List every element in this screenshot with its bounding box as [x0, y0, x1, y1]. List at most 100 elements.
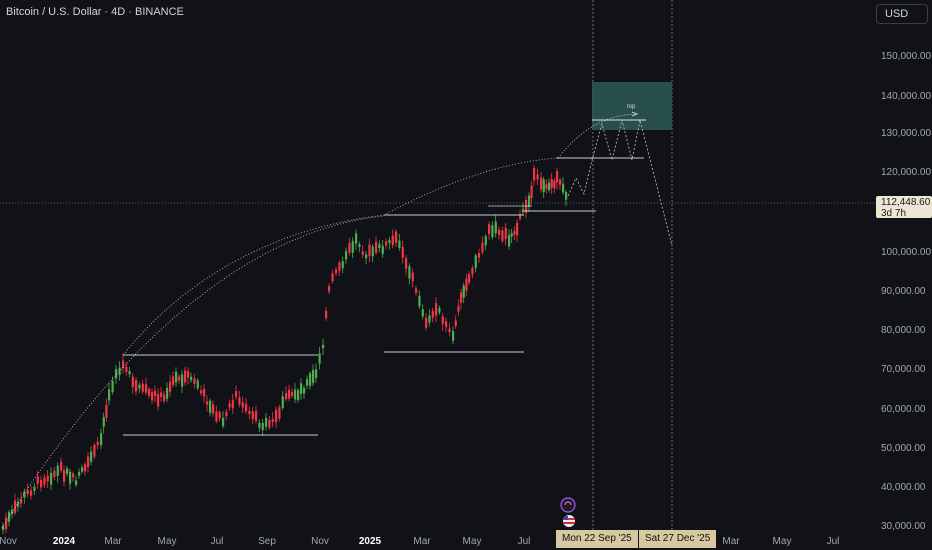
candle-body [303, 388, 306, 394]
candle-body [228, 403, 231, 408]
candle-body [53, 470, 56, 477]
candle-body [491, 225, 494, 238]
candle-body [297, 390, 300, 401]
candle-body [522, 209, 525, 213]
candle-body [23, 491, 26, 498]
candle-body [261, 423, 264, 431]
candle-body [66, 468, 69, 474]
time-tick-label: 2025 [359, 536, 382, 547]
candle-body [196, 380, 199, 389]
candle-body [200, 390, 203, 394]
event-icons [560, 497, 576, 527]
candle-body [481, 242, 484, 253]
candle-body [181, 374, 184, 387]
candle-body [241, 402, 244, 408]
candle-body [468, 274, 471, 283]
crosshair-date-label-1: Mon 22 Sep '25 [556, 530, 638, 548]
candle-body [193, 378, 196, 384]
arc-trendline-4 [557, 113, 637, 159]
candle-body [81, 467, 84, 472]
candle-body [128, 370, 131, 375]
candle-body [14, 500, 17, 513]
candle-body [84, 464, 87, 472]
candle-body [118, 367, 121, 375]
price-tick-label: 90,000.00 [881, 286, 926, 297]
last-price-value: 112,448.60 [881, 197, 931, 208]
currency-button[interactable]: USD [876, 4, 928, 24]
candle-body [50, 472, 53, 485]
price-tick-label: 100,000.00 [881, 247, 931, 258]
price-tick-label: 30,000.00 [881, 521, 926, 532]
candle-body [421, 309, 424, 317]
candle-body [501, 230, 504, 241]
event-icon-swirl [560, 497, 576, 513]
candle-body [93, 444, 96, 457]
candle-body [562, 183, 565, 193]
candle-body [105, 405, 108, 418]
candle-body [26, 490, 29, 495]
candle-body [325, 310, 328, 319]
candle-body [441, 316, 444, 325]
candle-body [322, 344, 325, 349]
candle-body [312, 370, 315, 383]
price-tick-label: 80,000.00 [881, 325, 926, 336]
candle-body [102, 417, 105, 427]
candle-body [190, 376, 193, 381]
candle-body [111, 380, 114, 393]
candle-body [187, 371, 190, 378]
candle-body [96, 441, 99, 446]
candle-body [100, 432, 103, 446]
candle-body [218, 412, 221, 419]
time-tick-label: 2024 [53, 536, 76, 547]
candle-body [351, 241, 354, 253]
candle-body [542, 179, 545, 193]
candle-body [160, 392, 163, 397]
candle-body [448, 328, 451, 333]
candle-body [548, 182, 551, 191]
candle-body [341, 261, 344, 269]
candle-body [278, 407, 281, 419]
candle-body [328, 286, 331, 292]
candle-body [300, 383, 303, 394]
price-tick-label: 120,000.00 [881, 167, 931, 178]
price-tick-label: 140,000.00 [881, 91, 931, 102]
candle-body [435, 303, 438, 316]
candle-body [20, 499, 23, 504]
candle-body [141, 383, 144, 392]
candle-body [46, 475, 49, 482]
candle-body [418, 295, 421, 307]
time-tick-label: Jul [211, 536, 224, 547]
candle-body [498, 229, 501, 235]
candle-body [457, 306, 460, 312]
bar-countdown: 3d 7h [881, 208, 907, 219]
price-tick-label: 60,000.00 [881, 404, 926, 415]
candle-body [281, 396, 284, 408]
candle-body [163, 394, 166, 401]
candle-body [556, 171, 559, 183]
last-price-tag: 112,448.60 3d 7h [876, 196, 932, 219]
target-label: top [627, 104, 636, 110]
candle-body [5, 517, 8, 530]
time-axis: Nov2024MarMayJulSepNov2025MarMayJulNovMa… [0, 536, 839, 547]
candle-body [355, 233, 358, 244]
candle-body [559, 179, 562, 185]
candle-body [335, 269, 338, 274]
candle-body [315, 369, 318, 379]
candle-body [533, 168, 536, 181]
candle-body [381, 245, 384, 254]
candle-body [565, 192, 568, 200]
time-tick-label: Nov [311, 536, 329, 547]
candle-body [460, 292, 463, 303]
candle-body [478, 253, 481, 258]
candle-body [398, 240, 401, 248]
candle-body [148, 388, 151, 396]
price-tick-label: 130,000.00 [881, 128, 931, 139]
candle-body [536, 174, 539, 180]
candle-body [494, 221, 497, 234]
candle-body [488, 224, 491, 235]
time-tick-label: Jul [827, 536, 840, 547]
candle-body [90, 451, 93, 462]
candle-body [245, 403, 248, 412]
candle-body [271, 418, 274, 423]
